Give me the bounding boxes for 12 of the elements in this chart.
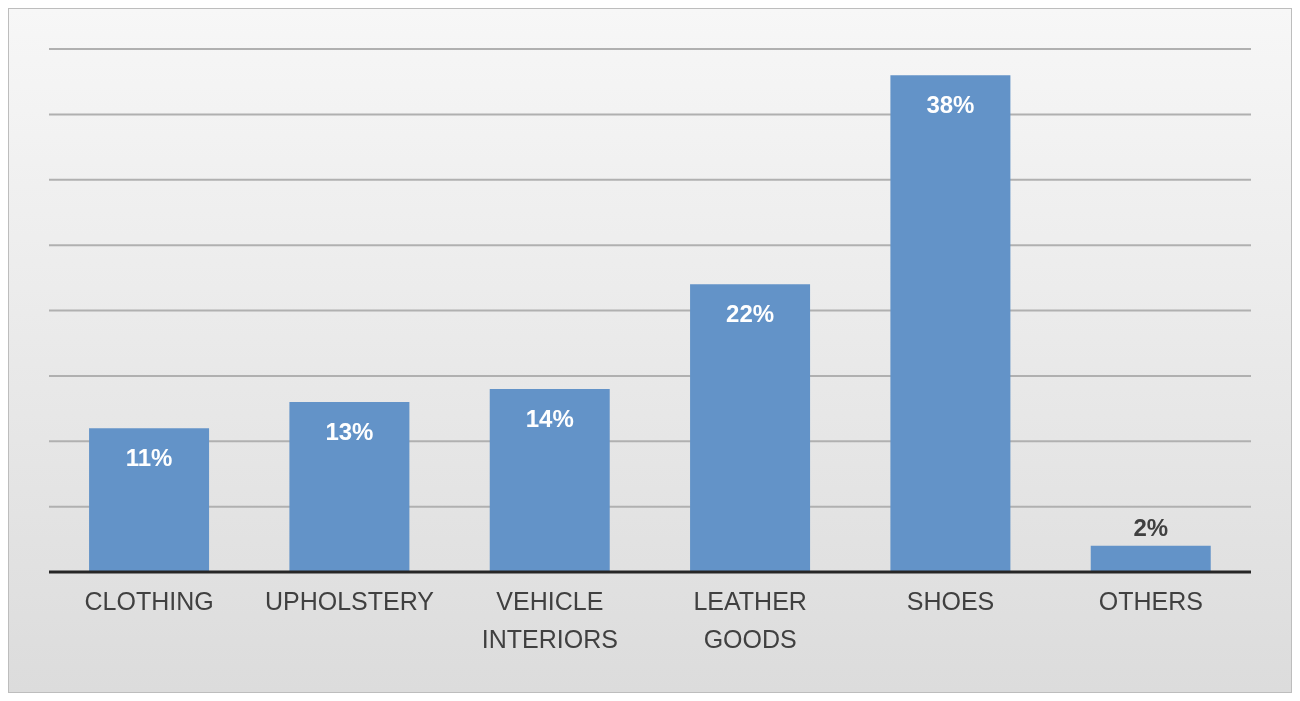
data-label: 14% [525, 404, 574, 432]
x-tick-label: OTHERS [1098, 587, 1203, 615]
data-label: 13% [325, 418, 374, 446]
x-tick-label: VEHICLE INTERIORS [481, 587, 618, 653]
data-label: 2% [1133, 513, 1169, 541]
data-label: 11% [125, 444, 173, 472]
x-tick-label: CLOTHING [84, 587, 214, 615]
x-tick-label: UPHOLSTERY [264, 587, 435, 615]
data-label: 38% [926, 91, 975, 119]
x-tick-label: LEATHER GOODS [693, 587, 807, 653]
x-tick-label: SHOES [906, 587, 995, 615]
data-label: 22% [726, 300, 775, 328]
